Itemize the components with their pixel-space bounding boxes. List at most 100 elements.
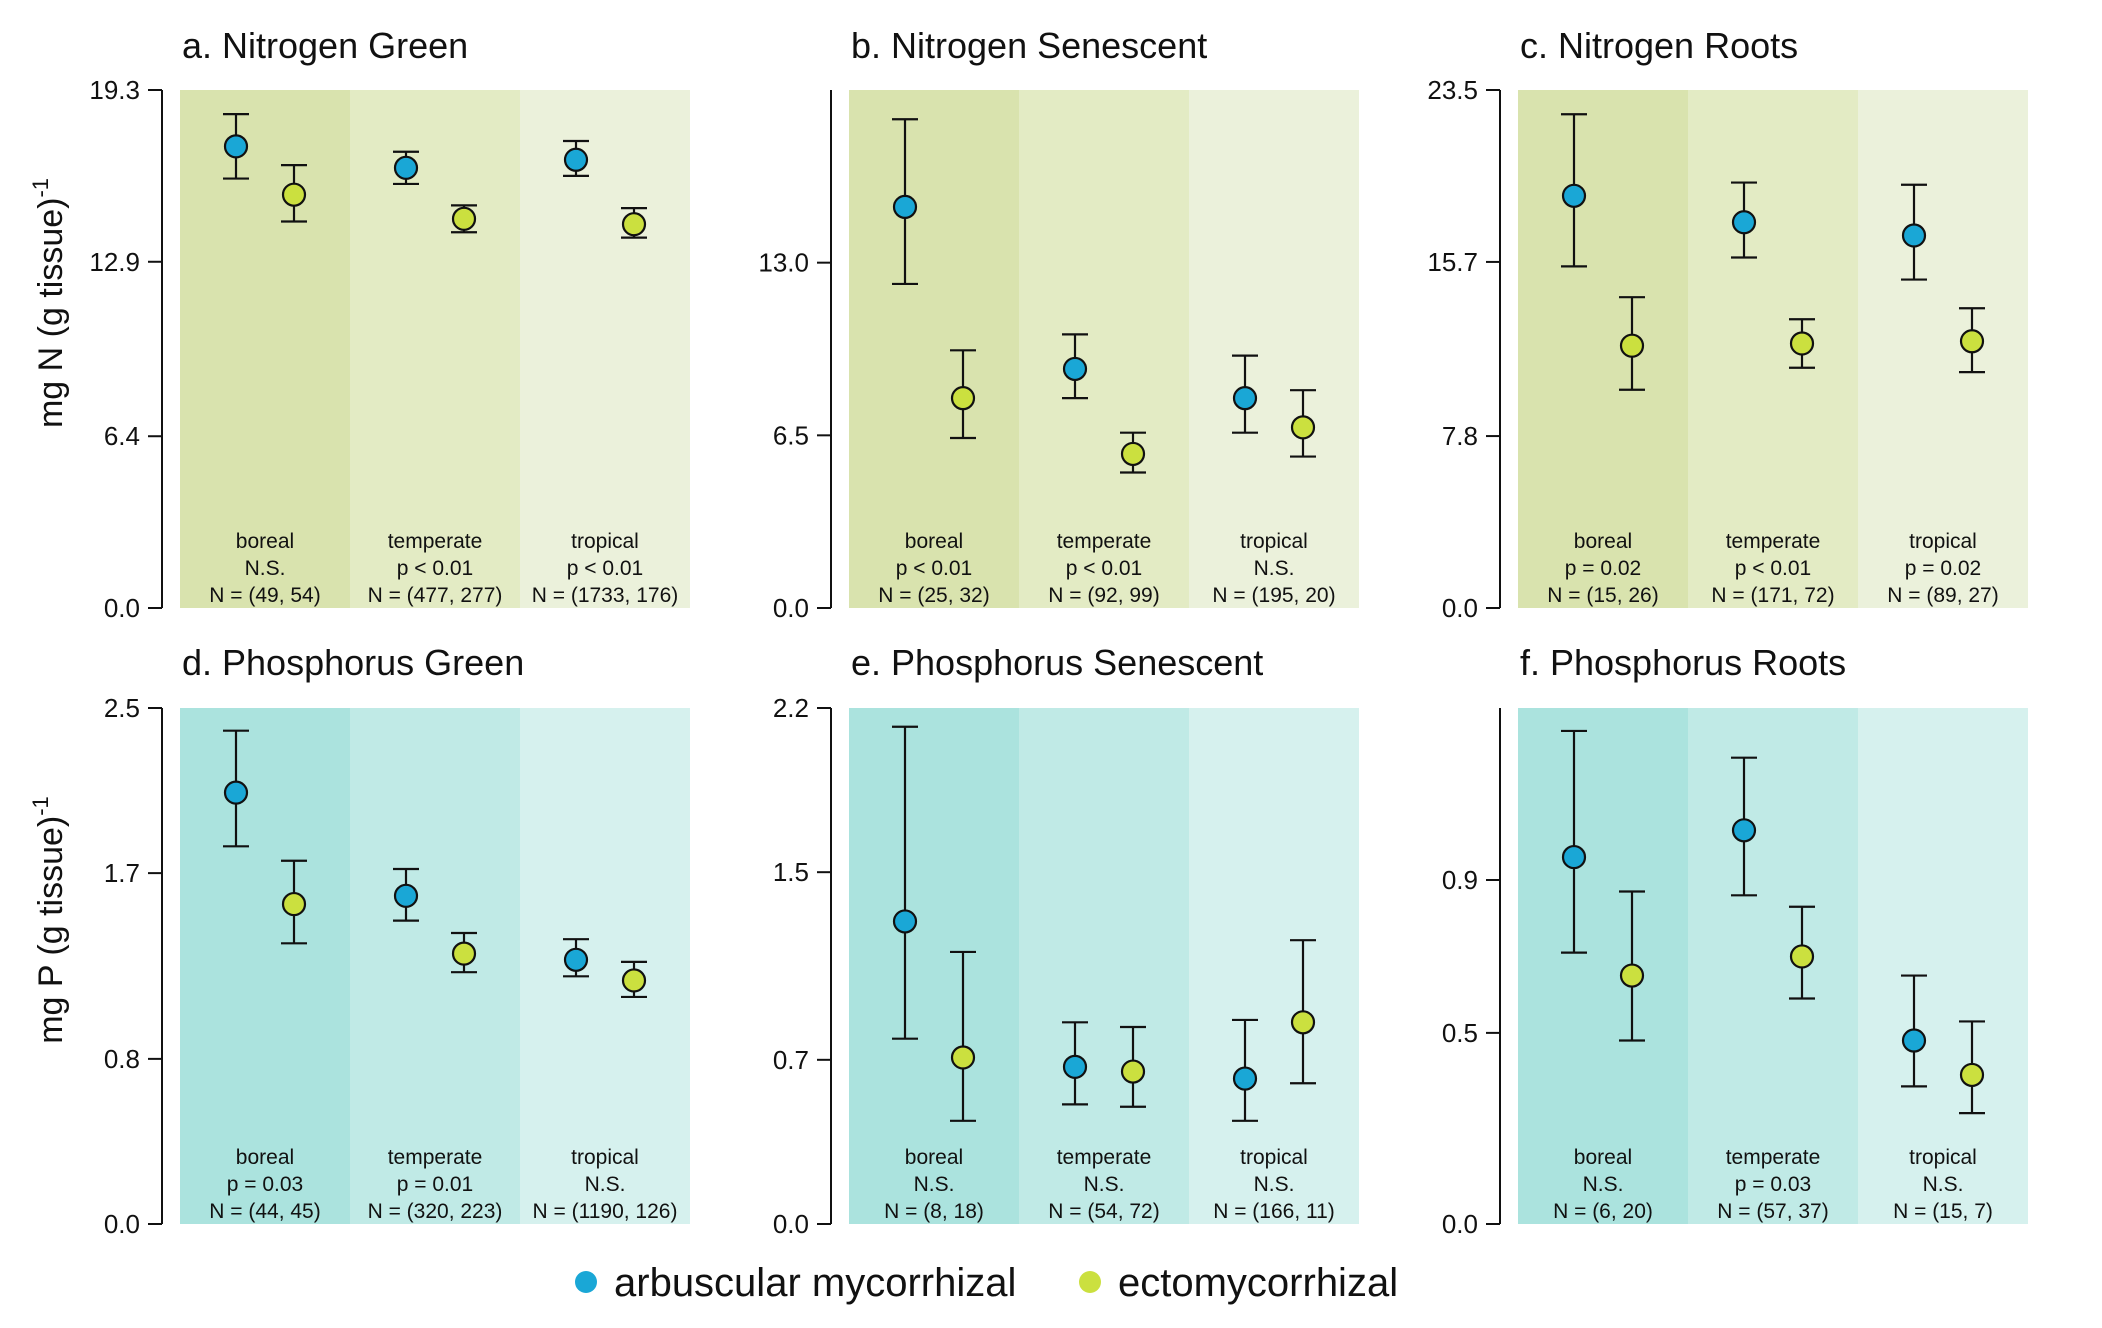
y-tick-label: 12.9 xyxy=(89,247,140,277)
y-tick-label: 0.5 xyxy=(1442,1018,1478,1048)
significance-label: p < 0.01 xyxy=(896,557,972,580)
sample-size-label: N = (166, 11) xyxy=(1213,1200,1335,1223)
biome-band-boreal xyxy=(180,90,350,608)
biome-label: boreal xyxy=(905,530,963,553)
y-tick-label: 0.0 xyxy=(773,1209,809,1239)
y-tick-label: 0.8 xyxy=(104,1044,140,1074)
ecm-mean-point xyxy=(1120,441,1146,467)
significance-label: N.S. xyxy=(585,1173,626,1196)
y-tick-label: 1.7 xyxy=(104,858,140,888)
am-mean-point xyxy=(1561,844,1587,870)
ecm-mean-point xyxy=(621,212,647,237)
significance-label: p < 0.01 xyxy=(1735,557,1811,580)
biome-band-boreal xyxy=(1518,90,1688,608)
am-mean-point xyxy=(1901,223,1927,248)
ecm-mean-point xyxy=(281,891,307,917)
ecm-mean-point xyxy=(1789,331,1815,356)
significance-label: p = 0.02 xyxy=(1565,557,1641,580)
legend-marker-ecm xyxy=(1079,1271,1101,1293)
biome-band-boreal xyxy=(849,708,1019,1224)
biome-label: boreal xyxy=(1574,1146,1632,1169)
significance-label: p = 0.03 xyxy=(227,1173,303,1196)
significance-label: p < 0.01 xyxy=(397,557,473,580)
y-tick-label: 19.3 xyxy=(89,75,140,105)
significance-label: N.S. xyxy=(914,1173,955,1196)
ecm-mean-point xyxy=(1290,415,1316,440)
am-mean-point xyxy=(563,947,589,972)
y-tick-label: 13.0 xyxy=(758,248,809,278)
biome-label: tropical xyxy=(1240,1146,1308,1169)
biome-band-tropical xyxy=(1189,90,1359,608)
biome-label: temperate xyxy=(388,530,483,553)
y-tick-label: 0.0 xyxy=(773,593,809,623)
y-tick-label: 0.7 xyxy=(773,1045,809,1075)
significance-label: p = 0.02 xyxy=(1905,557,1981,580)
biome-label: tropical xyxy=(1240,530,1308,553)
panel-4: d. Phosphorus Green 0.0 0.8 1.7 2.5 boreal p =… xyxy=(104,642,690,1239)
biome-label: tropical xyxy=(1909,1146,1977,1169)
am-mean-point xyxy=(1901,1028,1927,1053)
significance-label: N.S. xyxy=(245,557,286,580)
panel-2: b. Nitrogen Senescent 0.0 6.5 13.0 boreal p <… xyxy=(758,25,1359,623)
y-axis-label-phosphorus: mg P (g tissue)-1 xyxy=(28,796,70,1044)
y-axis-label-phosphorus-main: mg P (g tissue) xyxy=(32,816,70,1044)
y-tick-label: 6.5 xyxy=(773,420,809,450)
sample-size-label: N = (92, 99) xyxy=(1048,584,1159,607)
am-mean-point xyxy=(563,147,589,172)
y-tick-label: 23.5 xyxy=(1427,75,1478,105)
panel-title: a. Nitrogen Green xyxy=(182,25,468,66)
am-mean-point xyxy=(1062,1054,1088,1079)
sample-size-label: N = (54, 72) xyxy=(1048,1200,1159,1223)
significance-label: p = 0.01 xyxy=(397,1173,473,1196)
biome-band-temperate xyxy=(1688,708,1858,1224)
sample-size-label: N = (320, 223) xyxy=(368,1200,503,1223)
sample-size-label: N = (195, 20) xyxy=(1212,584,1335,607)
y-tick-label: 0.0 xyxy=(1442,593,1478,623)
ecm-mean-point xyxy=(1290,1010,1316,1035)
biome-label: boreal xyxy=(1574,530,1632,553)
panel-1: a. Nitrogen Green 0.0 6.4 12.9 19.3 boreal N.S… xyxy=(89,25,690,623)
panel-title: f. Phosphorus Roots xyxy=(1520,642,1846,683)
y-axis-label-nitrogen-sup: -1 xyxy=(28,178,53,198)
biome-label: temperate xyxy=(1726,1146,1821,1169)
am-mean-point xyxy=(1731,210,1757,235)
biome-band-temperate xyxy=(1019,708,1189,1224)
significance-label: N.S. xyxy=(1084,1173,1125,1196)
ecm-mean-point xyxy=(1959,329,1985,354)
y-tick-label: 2.2 xyxy=(773,693,809,723)
am-mean-point xyxy=(223,134,249,159)
biome-band-temperate xyxy=(1019,90,1189,608)
biome-band-tropical xyxy=(520,708,690,1224)
am-mean-point xyxy=(1062,356,1088,382)
biome-label: tropical xyxy=(1909,530,1977,553)
panel-title: c. Nitrogen Roots xyxy=(1520,25,1798,66)
am-mean-point xyxy=(1232,386,1258,411)
panel-title: b. Nitrogen Senescent xyxy=(851,25,1207,66)
significance-label: p < 0.01 xyxy=(567,557,643,580)
biome-label: temperate xyxy=(1057,1146,1152,1169)
sample-size-label: N = (25, 32) xyxy=(878,584,989,607)
y-tick-label: 15.7 xyxy=(1427,247,1478,277)
ecm-mean-point xyxy=(621,968,647,993)
sample-size-label: N = (15, 26) xyxy=(1547,584,1658,607)
y-tick-label: 7.8 xyxy=(1442,421,1478,451)
biome-band-boreal xyxy=(849,90,1019,608)
y-tick-label: 0.0 xyxy=(104,1209,140,1239)
biome-label: temperate xyxy=(388,1146,483,1169)
biome-label: temperate xyxy=(1726,530,1821,553)
sample-size-label: N = (44, 45) xyxy=(209,1200,320,1223)
y-tick-label: 0.9 xyxy=(1442,865,1478,895)
sample-size-label: N = (1190, 126) xyxy=(533,1200,678,1223)
am-mean-point xyxy=(223,780,249,805)
y-tick-label: 1.5 xyxy=(773,857,809,887)
sample-size-label: N = (15, 7) xyxy=(1893,1200,1993,1223)
am-mean-point xyxy=(892,909,918,934)
ecm-mean-point xyxy=(1619,333,1645,358)
ecm-mean-point xyxy=(1789,944,1815,969)
sample-size-label: N = (49, 54) xyxy=(209,584,320,607)
legend-label-am: arbuscular mycorrhizal xyxy=(614,1261,1016,1305)
legend-marker-am xyxy=(575,1271,597,1293)
biome-band-boreal xyxy=(180,708,350,1224)
significance-label: N.S. xyxy=(1583,1173,1624,1196)
